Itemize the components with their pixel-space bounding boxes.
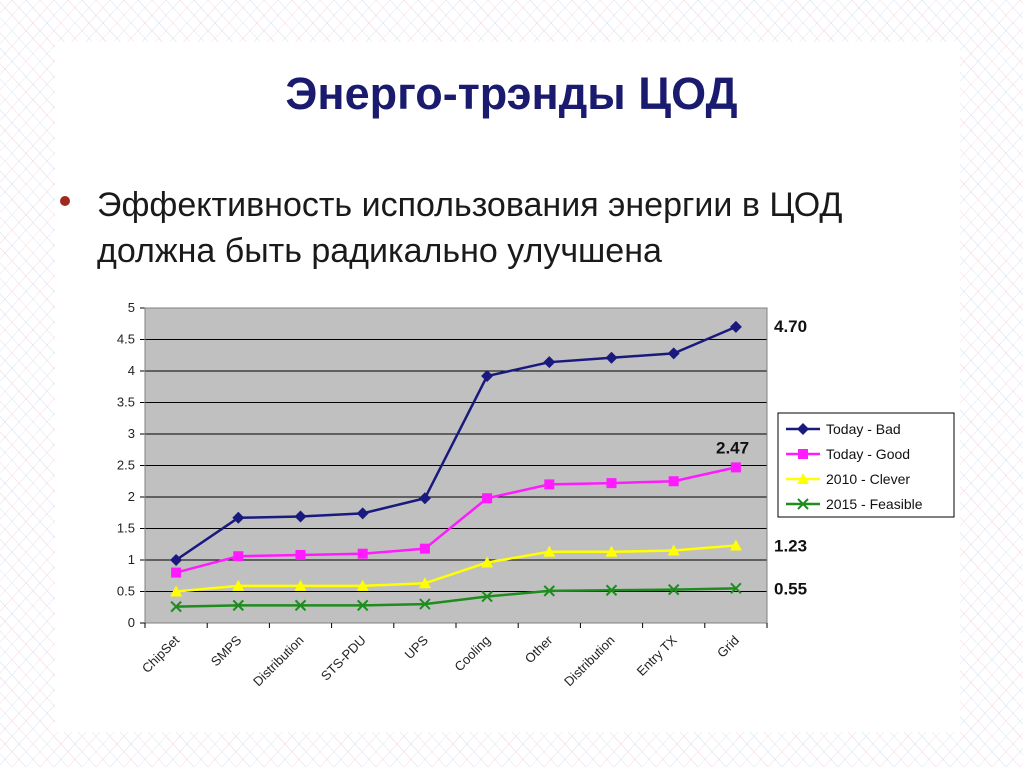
data-point-marker: [730, 462, 741, 473]
end-value-label: 4.70: [774, 317, 807, 336]
series-3: [170, 582, 742, 613]
data-point-marker: [170, 600, 182, 613]
data-point-marker: [419, 598, 431, 610]
data-point-marker: [232, 579, 245, 591]
y-tick-label: 2.5: [117, 458, 135, 473]
data-point-marker: [667, 347, 680, 360]
data-point-marker: [543, 545, 556, 557]
data-point-marker: [482, 493, 493, 504]
data-point-marker: [356, 599, 369, 612]
data-point-marker: [605, 584, 618, 596]
x-category-label: ChipSet: [139, 632, 183, 676]
data-point-marker: [797, 498, 809, 510]
data-point-marker: [606, 478, 617, 489]
data-point-marker: [232, 599, 245, 612]
data-point-marker: [170, 585, 183, 597]
bullet-dot-icon: [60, 196, 70, 206]
x-category-label: SMPS: [208, 632, 245, 669]
series-line: [175, 325, 737, 562]
legend-item: 2010 - Clever: [786, 471, 910, 487]
data-point-marker: [356, 507, 369, 520]
data-point-marker: [729, 320, 742, 333]
data-point-marker: [481, 556, 494, 568]
data-point-marker: [797, 423, 809, 435]
data-point-marker: [232, 511, 245, 524]
y-tick-label: 3.5: [117, 395, 135, 410]
x-category-label: Distribution: [250, 633, 307, 690]
y-tick-label: 4: [128, 363, 135, 378]
data-point-marker: [667, 583, 680, 596]
x-category-label: Other: [522, 632, 556, 666]
series-2: [170, 539, 742, 597]
data-point-marker: [668, 476, 679, 487]
data-point-marker: [797, 473, 809, 484]
x-category-label: Entry TX: [634, 632, 680, 678]
data-point-marker: [544, 479, 555, 490]
legend-label: Today - Bad: [826, 421, 901, 437]
legend-label: Today - Good: [826, 446, 910, 462]
data-point-marker: [357, 548, 368, 559]
y-tick-label: 1: [128, 552, 135, 567]
data-point-marker: [170, 554, 183, 566]
data-point-marker: [294, 599, 307, 612]
x-category-label: Distribution: [561, 633, 618, 690]
y-tick-label: 2: [128, 489, 135, 504]
data-point-marker: [356, 579, 369, 591]
data-point-marker: [543, 585, 556, 597]
data-point-marker: [418, 492, 431, 505]
data-point-marker: [418, 577, 431, 589]
data-point-marker: [171, 567, 182, 578]
data-point-marker: [419, 543, 430, 554]
x-category-label: Cooling: [451, 633, 493, 675]
legend-item: 2015 - Feasible: [786, 496, 923, 512]
legend-label: 2015 - Feasible: [826, 496, 923, 512]
y-tick-label: 1.5: [117, 521, 135, 536]
data-point-marker: [605, 545, 618, 557]
series-1: [171, 462, 741, 578]
data-point-marker: [295, 549, 306, 560]
series-line: [176, 587, 736, 608]
slide-title: Энерго-трэнды ЦОД: [285, 68, 738, 119]
data-point-marker: [233, 551, 244, 562]
legend: Today - Bad Today - Good 2010 - Clever 2015…: [777, 412, 955, 518]
y-tick-label: 0: [128, 615, 135, 630]
data-point-marker: [481, 590, 493, 603]
legend-label: 2010 - Clever: [826, 471, 910, 487]
data-point-marker: [730, 582, 742, 595]
end-value-label: 0.55: [774, 579, 807, 598]
x-category-label: STS-PDU: [318, 633, 369, 684]
data-point-marker: [798, 449, 808, 459]
series-line: [175, 466, 737, 574]
x-category-label: Grid: [714, 633, 742, 661]
series-line: [175, 544, 737, 593]
data-point-marker: [294, 579, 307, 591]
data-point-marker: [729, 539, 742, 551]
y-tick-label: 0.5: [117, 584, 135, 599]
legend-item: Today - Bad: [786, 421, 901, 437]
data-point-marker: [605, 351, 618, 364]
data-point-marker: [294, 510, 307, 523]
bullet-text: Эффективность использования энергии в ЦО…: [97, 186, 843, 270]
y-tick-label: 3: [128, 426, 135, 441]
x-category-label: UPS: [402, 632, 432, 662]
legend-item: Today - Good: [786, 446, 910, 462]
end-value-label: 1.23: [774, 537, 807, 556]
data-point-marker: [667, 544, 680, 556]
data-point-marker: [481, 370, 494, 383]
y-tick-label: 4.5: [117, 332, 135, 347]
end-value-label: 2.47: [716, 438, 749, 457]
series-0: [170, 320, 742, 566]
y-tick-label: 5: [128, 300, 135, 315]
data-point-marker: [543, 356, 556, 369]
